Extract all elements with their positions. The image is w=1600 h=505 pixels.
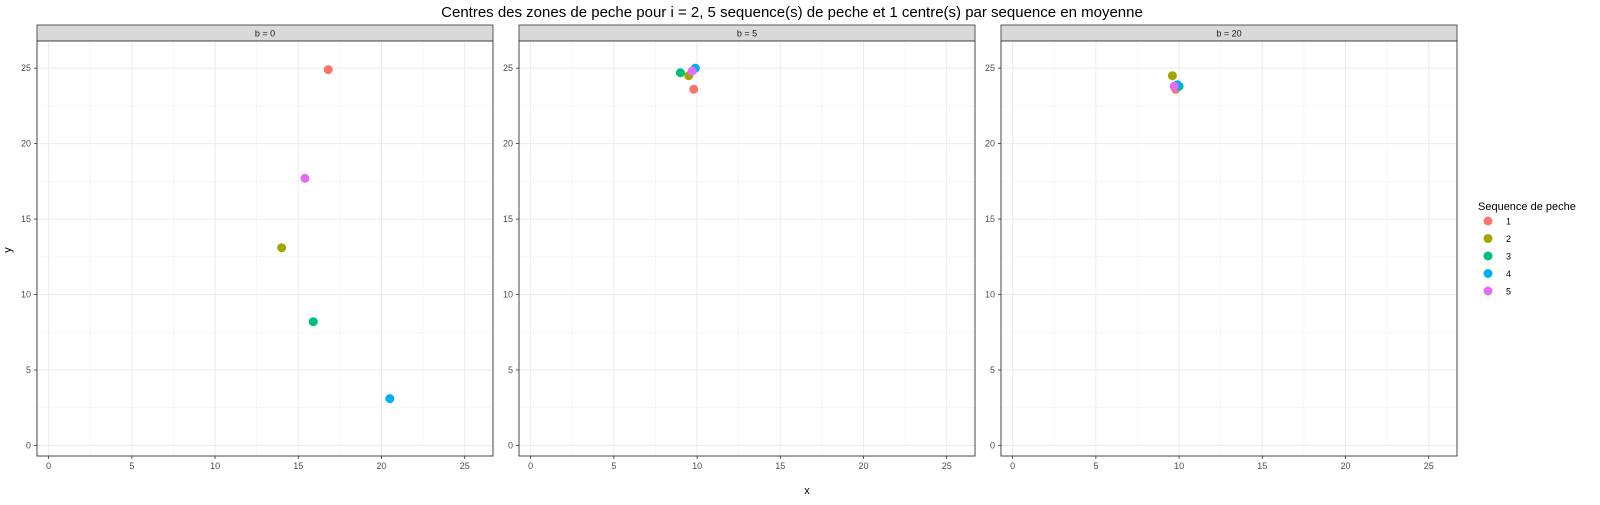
y-tick-label: 20 <box>21 139 31 149</box>
x-tick-label: 20 <box>858 461 868 471</box>
x-tick-label: 15 <box>775 461 785 471</box>
data-point-seq-2 <box>1167 71 1177 81</box>
panel-background <box>37 41 493 456</box>
y-tick-label: 25 <box>21 63 31 73</box>
panel-border <box>1000 40 1458 457</box>
legend-title: Sequence de peche <box>1478 201 1576 213</box>
panel-background <box>1001 41 1457 456</box>
facet-strip-label: b = 0 <box>255 29 275 39</box>
x-tick-label: 25 <box>1424 461 1434 471</box>
y-tick-label: 20 <box>985 139 995 149</box>
y-tick-label: 5 <box>990 365 995 375</box>
legend-label: 4 <box>1506 269 1511 279</box>
x-tick-label: 0 <box>46 461 51 471</box>
legend-key-4 <box>1483 269 1493 278</box>
x-tick-label: 25 <box>942 461 952 471</box>
legend-label: 3 <box>1506 252 1511 262</box>
y-tick-label: 0 <box>990 440 995 450</box>
facet-panel: b = 5 0 5 10 15 20 25 0 5 10 15 20 25 <box>503 24 976 471</box>
panel-border <box>36 40 494 457</box>
data-point-seq-3 <box>675 68 685 78</box>
y-tick-label: 15 <box>21 214 31 224</box>
legend-label: 1 <box>1506 217 1511 227</box>
data-point-seq-4 <box>385 394 395 404</box>
x-tick-label: 5 <box>129 461 134 471</box>
y-tick-label: 25 <box>985 63 995 73</box>
data-point-seq-5 <box>300 173 310 183</box>
x-tick-label: 20 <box>1340 461 1350 471</box>
x-tick-label: 0 <box>1010 461 1015 471</box>
x-axis-label: x <box>804 485 810 497</box>
panel-border <box>518 40 976 457</box>
facet-panel: b = 20 0 5 10 15 20 25 0 5 10 15 20 25 <box>985 24 1458 471</box>
x-tick-label: 20 <box>376 461 386 471</box>
x-tick-label: 0 <box>528 461 533 471</box>
y-tick-label: 5 <box>26 365 31 375</box>
legend-key-1 <box>1483 216 1493 226</box>
panel-background <box>519 41 975 456</box>
x-tick-label: 10 <box>1174 461 1184 471</box>
x-tick-label: 15 <box>1257 461 1267 471</box>
data-point-seq-5 <box>1169 81 1179 91</box>
y-tick-label: 10 <box>985 290 995 300</box>
data-point-seq-1 <box>689 84 699 94</box>
data-point-seq-1 <box>323 65 333 75</box>
y-tick-label: 0 <box>26 440 31 450</box>
x-tick-label: 25 <box>460 461 470 471</box>
y-tick-label: 25 <box>503 63 513 73</box>
y-axis-label: y <box>2 247 14 253</box>
x-tick-label: 10 <box>210 461 220 471</box>
data-point-seq-5 <box>687 66 697 76</box>
facet-strip-label: b = 5 <box>737 29 757 39</box>
facet-panel: b = 0 0 5 10 15 20 25 0 5 10 15 20 25 <box>21 24 494 471</box>
data-point-seq-3 <box>308 317 318 327</box>
y-tick-label: 0 <box>508 440 513 450</box>
data-point-seq-2 <box>277 243 287 253</box>
x-tick-label: 15 <box>293 461 303 471</box>
y-tick-label: 15 <box>985 214 995 224</box>
x-tick-label: 10 <box>692 461 702 471</box>
legend-key-5 <box>1483 286 1493 296</box>
y-tick-label: 10 <box>503 290 513 300</box>
y-tick-label: 10 <box>21 290 31 300</box>
y-tick-label: 20 <box>503 139 513 149</box>
legend-key-2 <box>1483 234 1493 243</box>
legend-key-3 <box>1483 251 1493 261</box>
y-tick-label: 5 <box>508 365 513 375</box>
legend-label: 5 <box>1506 287 1511 297</box>
x-tick-label: 5 <box>611 461 616 471</box>
facets: b = 0 0 5 10 15 20 25 0 5 10 15 20 25 b = 5 0 5 10 15 20 25… <box>21 24 1458 471</box>
y-tick-label: 15 <box>503 214 513 224</box>
facet-strip-label: b = 20 <box>1216 29 1241 39</box>
legend: Sequence de peche 1 2 3 4 5 <box>1478 201 1576 297</box>
legend-label: 2 <box>1506 234 1511 244</box>
chart-title: Centres des zones de peche pour i = 2, 5… <box>441 4 1143 21</box>
x-tick-label: 5 <box>1093 461 1098 471</box>
